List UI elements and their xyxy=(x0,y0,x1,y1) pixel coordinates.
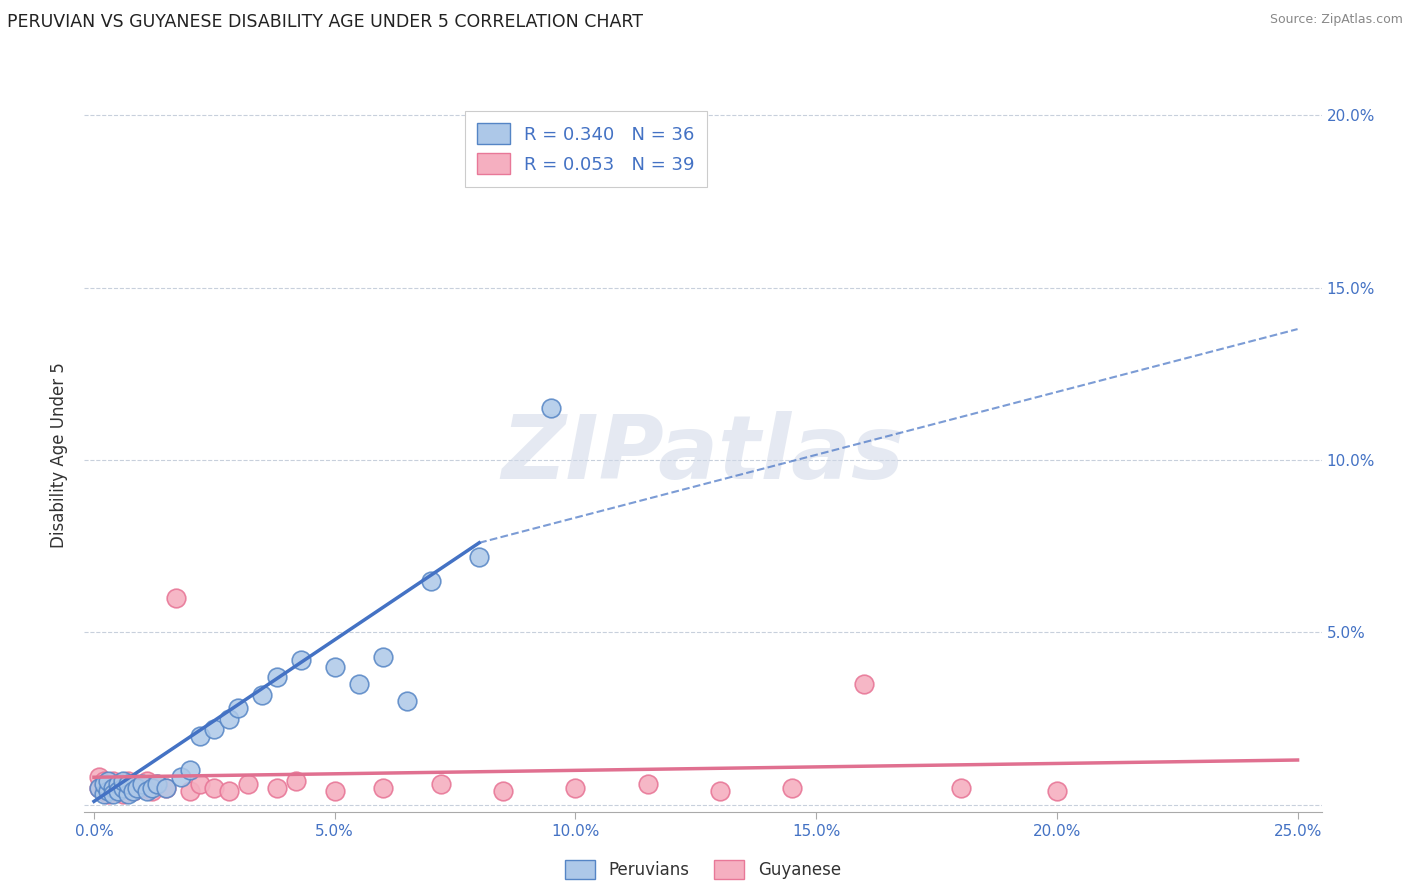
Point xyxy=(540,401,562,416)
Point xyxy=(107,777,129,791)
Point xyxy=(202,780,225,795)
Point xyxy=(103,788,125,802)
Point xyxy=(136,784,159,798)
Point xyxy=(103,773,125,788)
Text: PERUVIAN VS GUYANESE DISABILITY AGE UNDER 5 CORRELATION CHART: PERUVIAN VS GUYANESE DISABILITY AGE UNDE… xyxy=(7,13,643,31)
Point xyxy=(290,653,312,667)
Point xyxy=(165,591,187,605)
Point xyxy=(323,660,346,674)
Point xyxy=(131,780,153,795)
Point xyxy=(155,780,177,795)
Point xyxy=(141,780,163,795)
Point xyxy=(323,784,346,798)
Point xyxy=(218,712,240,726)
Point xyxy=(1046,784,1069,798)
Point xyxy=(347,677,370,691)
Point xyxy=(853,677,876,691)
Point xyxy=(236,777,259,791)
Point xyxy=(107,784,129,798)
Point xyxy=(117,773,139,788)
Point xyxy=(395,694,418,708)
Point xyxy=(202,722,225,736)
Point xyxy=(188,777,211,791)
Point xyxy=(127,777,149,791)
Point xyxy=(107,777,129,791)
Point xyxy=(145,777,167,791)
Point xyxy=(709,784,731,798)
Point xyxy=(103,780,125,795)
Point xyxy=(136,773,159,788)
Point xyxy=(371,649,394,664)
Point xyxy=(155,780,177,795)
Point xyxy=(87,770,110,784)
Point xyxy=(103,780,125,795)
Point xyxy=(93,773,115,788)
Point xyxy=(145,777,167,791)
Point xyxy=(266,670,288,684)
Point xyxy=(266,780,288,795)
Point xyxy=(117,777,139,791)
Point xyxy=(228,701,250,715)
Point xyxy=(637,777,659,791)
Point xyxy=(87,780,110,795)
Point xyxy=(169,770,191,784)
Point xyxy=(179,784,201,798)
Point xyxy=(97,784,120,798)
Y-axis label: Disability Age Under 5: Disability Age Under 5 xyxy=(51,362,69,548)
Point xyxy=(111,788,134,802)
Point xyxy=(87,780,110,795)
Point xyxy=(97,788,120,802)
Text: Source: ZipAtlas.com: Source: ZipAtlas.com xyxy=(1270,13,1403,27)
Point xyxy=(117,788,139,802)
Point xyxy=(420,574,443,588)
Point xyxy=(97,773,120,788)
Point xyxy=(141,784,163,798)
Point xyxy=(429,777,451,791)
Point xyxy=(564,780,586,795)
Text: ZIPatlas: ZIPatlas xyxy=(502,411,904,499)
Point xyxy=(780,780,803,795)
Point xyxy=(111,780,134,795)
Point xyxy=(285,773,308,788)
Point xyxy=(179,764,201,778)
Point xyxy=(371,780,394,795)
Point xyxy=(111,773,134,788)
Point xyxy=(121,784,143,798)
Point xyxy=(252,688,274,702)
Point xyxy=(97,777,120,791)
Point xyxy=(111,780,134,795)
Point xyxy=(131,777,153,791)
Point xyxy=(107,784,129,798)
Point xyxy=(218,784,240,798)
Point xyxy=(949,780,972,795)
Point xyxy=(93,788,115,802)
Point xyxy=(468,549,491,564)
Point xyxy=(93,777,115,791)
Legend: Peruvians, Guyanese: Peruvians, Guyanese xyxy=(558,853,848,886)
Point xyxy=(127,780,149,795)
Point xyxy=(188,729,211,743)
Point xyxy=(121,784,143,798)
Point xyxy=(93,784,115,798)
Point xyxy=(492,784,515,798)
